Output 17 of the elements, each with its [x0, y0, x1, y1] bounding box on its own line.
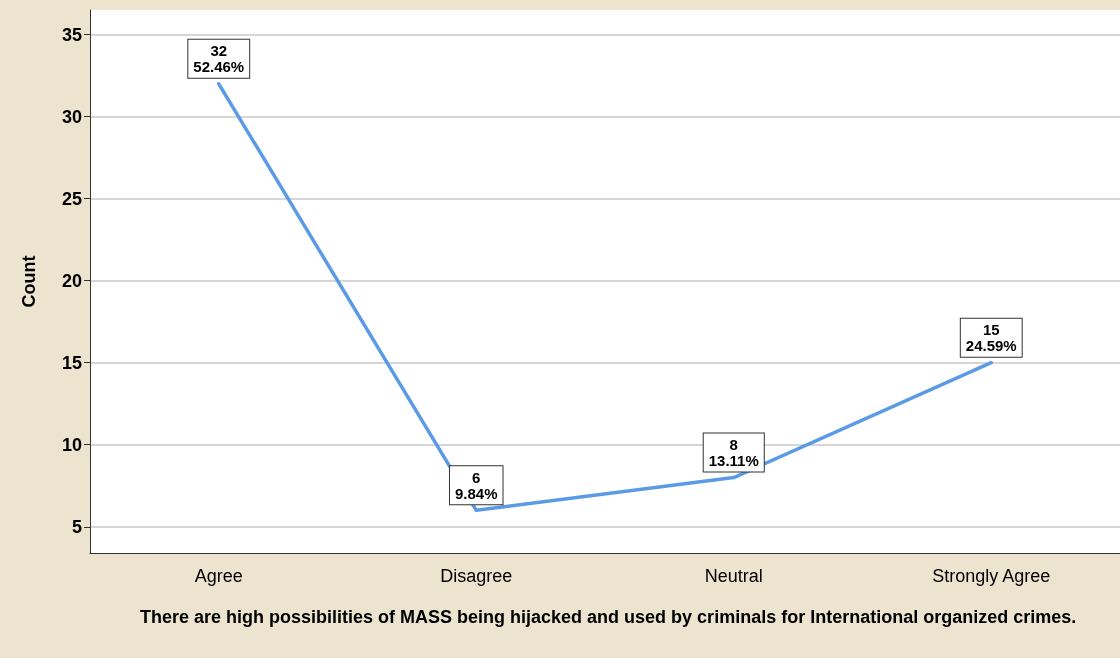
x-tick-label: Agree: [194, 566, 243, 586]
y-tick-label: 30: [61, 106, 82, 127]
x-tick-label: Strongly Agree: [932, 566, 1051, 586]
y-tick-label: 5: [71, 516, 82, 537]
data-label: 15 24.59%: [965, 321, 1017, 355]
data-label: 6 9.84%: [454, 468, 498, 502]
x-tick-label: Neutral: [704, 566, 763, 586]
y-tick-label: 10: [61, 434, 82, 455]
y-tick-label: 35: [61, 24, 82, 45]
y-tick-label: 15: [61, 352, 82, 373]
data-label: 8 13.11%: [708, 436, 759, 470]
data-label: 32 52.46%: [193, 42, 245, 76]
y-axis-title: Count: [19, 255, 39, 308]
x-axis-title: There are high possibilities of MASS being hijacked and used by criminals for International organized crimes.: [140, 606, 1077, 627]
y-tick-label: 25: [61, 188, 82, 209]
y-tick-label: 20: [61, 270, 82, 291]
x-tick-label: Disagree: [440, 566, 513, 586]
